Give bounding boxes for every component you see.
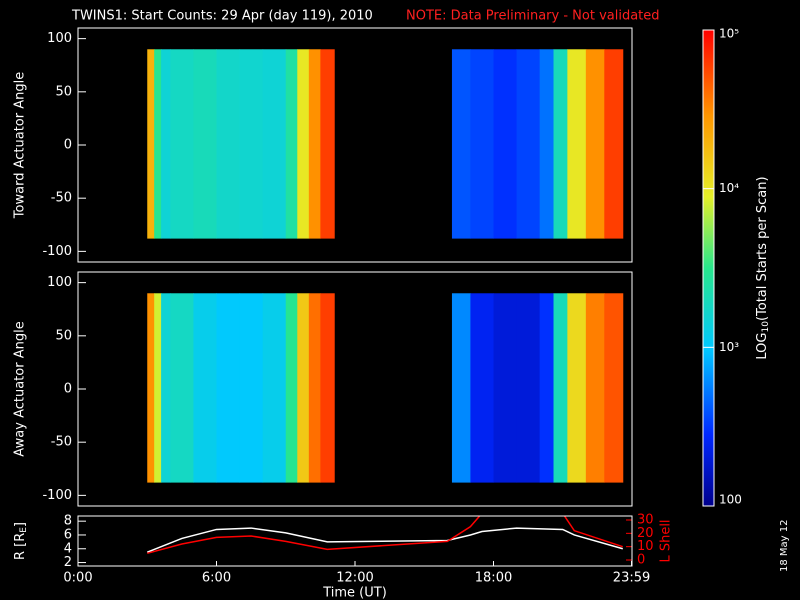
heat-cell: [147, 49, 155, 239]
heat-cell: [154, 293, 162, 483]
y-axis-label: R [RE]: [13, 522, 29, 560]
heat-cell: [285, 49, 298, 239]
y2-tick-label: 30: [637, 513, 654, 528]
y-tick-label: 4: [64, 541, 72, 556]
colorbar: [702, 29, 715, 507]
y-tick-label: 8: [64, 514, 72, 529]
colorbar-label-part: (Total Starts per Scan): [755, 176, 770, 321]
heat-cell: [470, 49, 494, 239]
heat-cell: [470, 293, 494, 483]
heat-cell: [193, 293, 217, 483]
heat-cell: [308, 49, 321, 239]
colorbar-label: LOG10(Total Starts per Scan): [755, 176, 771, 359]
colorbar-label-part: LOG: [755, 333, 770, 360]
y-tick-label: 50: [55, 84, 72, 99]
y-tick-label: 0: [64, 382, 72, 397]
heat-cell: [516, 293, 541, 483]
heat-cell: [320, 49, 335, 239]
colorbar-label-part: 10: [761, 321, 771, 333]
y-axis-label-part: R [R: [13, 533, 28, 560]
y-axis-label: Toward Actuator Angle: [13, 72, 28, 219]
heat-cell: [297, 49, 310, 239]
heat-cell: [553, 49, 568, 239]
colorbar-tick-label: 10³: [719, 340, 739, 354]
panel-frame: [77, 271, 633, 507]
y-tick-label: 100: [47, 275, 72, 290]
heat-cell: [493, 49, 518, 239]
heat-cell: [539, 49, 555, 239]
heat-cell: [539, 293, 555, 483]
y-tick-label: 100: [47, 31, 72, 46]
heat-cell: [147, 293, 155, 483]
heat-cell: [239, 293, 264, 483]
heat-cell: [585, 293, 605, 483]
heat-cell: [161, 293, 171, 483]
heat-cell: [262, 293, 287, 483]
heat-cell: [451, 293, 471, 483]
y-tick-label: 6: [64, 527, 72, 542]
y2-axis-label: L Shell: [659, 519, 674, 562]
heat-cell: [567, 293, 587, 483]
y-tick-label: 0: [64, 138, 72, 153]
y-axis-label-part: E: [19, 527, 29, 533]
panel-frame: [77, 515, 633, 567]
heat-cell: [567, 49, 587, 239]
heat-cell: [451, 49, 471, 239]
heat-cell: [516, 49, 541, 239]
date-stamp: 18 May 12: [779, 520, 790, 572]
heat-cell: [604, 49, 624, 239]
heat-cell: [216, 49, 241, 239]
heat-cell: [239, 49, 264, 239]
heat-cell: [285, 293, 298, 483]
y-tick-label: -100: [42, 488, 72, 503]
heat-cell: [604, 293, 624, 483]
line-series: [147, 516, 624, 555]
x-tick-label: 23:59: [613, 571, 650, 586]
heat-cell: [161, 49, 171, 239]
heat-cell: [170, 49, 194, 239]
y2-tick-label: 10: [637, 539, 654, 554]
x-tick-label: 12:00: [336, 571, 373, 586]
heat-cell: [553, 293, 568, 483]
heat-cell: [154, 49, 162, 239]
y-tick-label: -100: [42, 244, 72, 259]
title: TWINS1: Start Counts: 29 Apr (day 119), …: [71, 9, 373, 24]
y-tick-label: 2: [64, 555, 72, 570]
colorbar-tick-label: 100: [719, 493, 742, 507]
y-tick-label: -50: [51, 435, 72, 450]
panel-frame: [77, 27, 633, 263]
x-tick-label: 6:00: [202, 571, 231, 586]
heat-cell: [493, 293, 518, 483]
heat-cell: [170, 293, 194, 483]
x-tick-label: 18:00: [475, 571, 512, 586]
colorbar-tick-label: 10⁵: [719, 27, 739, 41]
y-tick-label: -50: [51, 191, 72, 206]
heat-cell: [193, 49, 217, 239]
heat-cell: [585, 49, 605, 239]
colorbar-tick-label: 10⁴: [719, 181, 739, 195]
y2-tick-label: 20: [637, 526, 654, 541]
heat-cell: [320, 293, 335, 483]
y2-tick-label: 0: [637, 553, 645, 568]
y-axis-label: Away Actuator Angle: [13, 321, 28, 456]
x-axis-label: Time (UT): [322, 586, 387, 600]
heat-cell: [262, 49, 287, 239]
heat-cell: [308, 293, 321, 483]
y-tick-label: 50: [55, 328, 72, 343]
x-tick-label: 0:00: [63, 571, 92, 586]
y-axis-label-part: ]: [13, 522, 28, 527]
note: NOTE: Data Preliminary - Not validated: [406, 9, 660, 24]
heat-cell: [216, 293, 241, 483]
heat-cell: [297, 293, 310, 483]
